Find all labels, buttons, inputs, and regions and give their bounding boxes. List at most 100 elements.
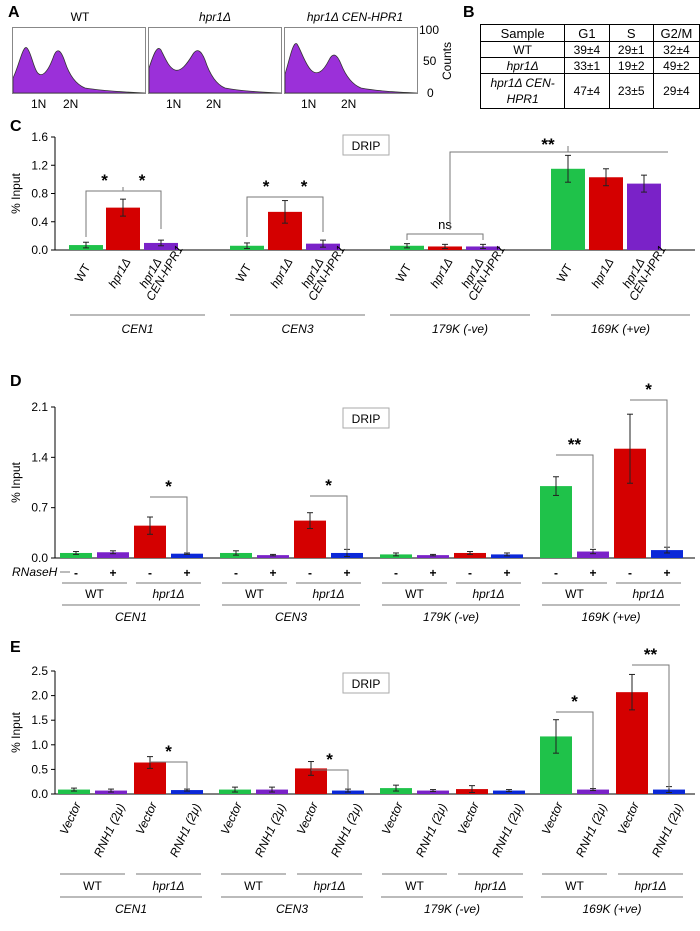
group-label: CEN1 [121,322,153,336]
bar [60,552,92,558]
y-tick-label: 0.4 [31,215,48,229]
strain-label: hpr1Δ [474,879,506,893]
bar [540,486,572,558]
significance-bracket [246,196,285,237]
x-tick-label: RNH1 (2μ) [252,801,289,859]
significance-bracket [406,233,484,240]
table-header-row: Sample G1 S G2/M [479,24,700,42]
x-tick-label: Vector [294,799,322,837]
table-row: hpr1Δ CEN-HPR1 47±4 23±5 29±4 [479,73,700,109]
peak-label-1n: 1N [166,97,182,111]
row-g1: 47±4 [564,73,610,109]
y-tick-label: 0.7 [31,501,48,515]
group-label: 169K (+ve) [591,322,650,336]
significance-bracket-label: * [165,742,172,761]
strain-label: WT [244,879,263,893]
group-label: CEN3 [275,610,307,624]
histogram-wt-trace [12,47,146,94]
y-tick-label: 1.5 [31,713,48,727]
drip-label-box [342,672,390,694]
row-g2m: 32±4 [652,41,700,58]
y-tick-label: 2.1 [31,400,48,414]
strain-label: hpr1Δ [632,587,664,601]
x-tick-label: hpr1Δ [588,256,616,291]
treatment-label: RNaseH [12,565,58,579]
peak-label-1n: 1N [31,97,47,111]
group-label: 179K (-ve) [432,322,488,336]
histogram-title-hpr1: hpr1Δ [198,10,232,24]
strain-label: WT [405,879,424,893]
strain-label: hpr1Δ [312,587,344,601]
x-tick-label: RNH1 (2μ) [489,801,526,859]
y-tick-label: 0.8 [31,187,48,201]
significance-bracket-label: * [645,380,652,399]
significance-bracket [150,496,188,553]
bar [577,551,609,558]
treatment-sign: + [343,566,350,580]
panel-label-a: A [8,4,20,21]
bar [97,552,129,558]
group-label: 169K (+ve) [581,610,640,624]
x-tick-label: RNH1 (2μ) [328,801,365,859]
bar [171,553,203,558]
strain-label: hpr1Δ [152,587,184,601]
strain-label: WT [565,587,584,601]
y-axis-label: % Input [9,711,23,752]
group-label: CEN1 [115,610,147,624]
drip-label: DRIP [352,677,381,691]
y-tick-label: 2.0 [31,689,48,703]
x-tick-label: Vector [539,799,567,837]
bar [454,552,486,558]
treatment-sign: + [589,566,596,580]
counts-tick-100: 100 [419,23,440,37]
peak-label-2n: 2N [206,97,222,111]
significance-bracket-label: * [326,750,333,769]
row-sample: hpr1Δ CEN-HPR1 [479,73,566,109]
significance-bracket-label: * [165,477,172,496]
treatment-sign: - [74,566,78,580]
drip-label: DRIP [352,412,381,426]
table-row: hpr1Δ 33±1 19±2 49±2 [479,57,700,74]
bar [144,242,178,250]
x-tick-label: RNH1 (2μ) [91,801,128,859]
drip-label: DRIP [352,139,381,153]
panel-label-d: D [10,373,22,390]
panel-label-e: E [10,639,21,656]
x-tick-label: WT [393,261,415,285]
significance-bracket [310,495,348,553]
bar [627,183,661,250]
x-tick-label: hpr1Δ [427,256,455,291]
treatment-sign: + [183,566,190,580]
group-label: 179K (-ve) [423,610,479,624]
y-tick-label: 0.0 [31,551,48,565]
y-tick-label: 0.0 [31,243,48,257]
header-sample: Sample [479,24,566,42]
group-label: 169K (+ve) [582,902,641,916]
treatment-sign: - [628,566,632,580]
significance-bracket-label: * [325,476,332,495]
significance-bracket [150,761,188,789]
bar [417,555,449,558]
y-tick-label: 0.0 [31,787,48,801]
bar [651,550,683,558]
bar [493,790,525,794]
significance-bracket-label: ns [438,217,452,232]
counts-tick-50: 50 [423,54,437,68]
strain-label: WT [405,587,424,601]
treatment-sign: + [663,566,670,580]
bar [417,790,449,794]
histogram-complemented [284,27,418,94]
y-tick-label: 1.6 [31,130,48,144]
bar [58,789,90,794]
strain-label: hpr1Δ [634,879,666,893]
significance-bracket-label: * [301,177,308,196]
table-row: WT 39±4 29±1 32±4 [479,41,700,58]
x-tick-label: RNH1 (2μ) [649,801,686,859]
x-tick-label: Vector [379,799,407,837]
group-label: CEN3 [276,902,308,916]
significance-bracket [311,769,349,789]
treatment-sign: + [269,566,276,580]
bar [577,789,609,794]
treatment-sign: - [394,566,398,580]
